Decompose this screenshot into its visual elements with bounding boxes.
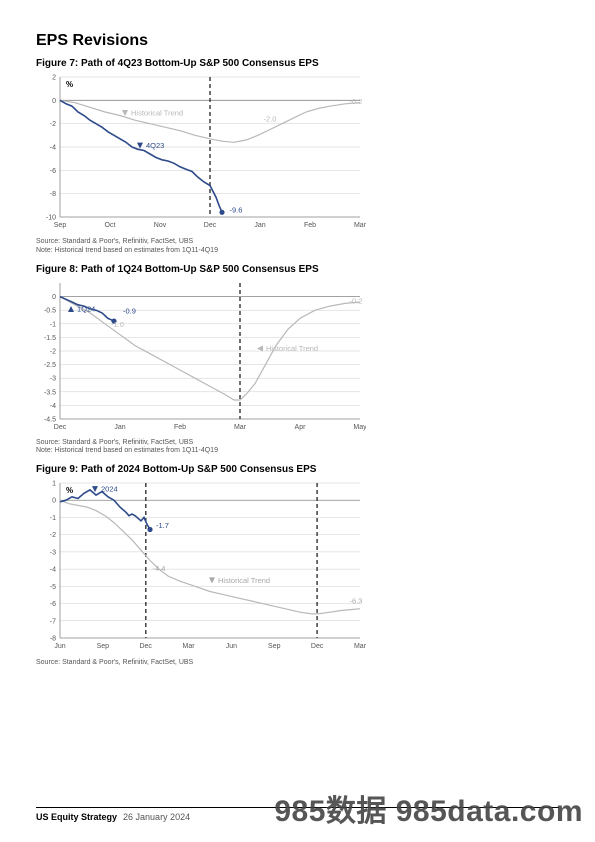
svg-text:Mar: Mar bbox=[183, 643, 196, 650]
svg-text:Feb: Feb bbox=[304, 222, 316, 229]
svg-text:Sep: Sep bbox=[97, 643, 110, 650]
svg-text:-1.5: -1.5 bbox=[44, 334, 56, 341]
svg-text:Mar: Mar bbox=[234, 424, 247, 431]
svg-text:-1.7: -1.7 bbox=[156, 521, 169, 530]
svg-text:Sep: Sep bbox=[54, 222, 67, 229]
svg-text:-0.5: -0.5 bbox=[44, 307, 56, 314]
svg-text:Jun: Jun bbox=[54, 643, 65, 650]
watermark: 985数据 985data.com bbox=[274, 786, 583, 830]
svg-text:-0.9: -0.9 bbox=[123, 306, 136, 315]
svg-text:-4.5: -4.5 bbox=[44, 416, 56, 423]
svg-text:-1: -1 bbox=[50, 321, 56, 328]
section-title: EPS Revisions bbox=[36, 32, 559, 50]
svg-text:Sep: Sep bbox=[268, 643, 281, 650]
svg-text:Mar: Mar bbox=[354, 643, 366, 650]
svg-text:-0.2: -0.2 bbox=[350, 296, 363, 305]
figure-7-source: Source: Standard & Poor's, Refinitiv, Fa… bbox=[36, 238, 366, 247]
svg-text:Apr: Apr bbox=[295, 424, 307, 431]
figure-8-source: Source: Standard & Poor's, Refinitiv, Fa… bbox=[36, 439, 366, 448]
svg-text:Jun: Jun bbox=[226, 643, 237, 650]
svg-text:Dec: Dec bbox=[139, 643, 152, 650]
figure-7-note: Note: Historical trend based on estimate… bbox=[36, 247, 366, 256]
svg-text:May: May bbox=[353, 424, 366, 431]
svg-text:Historical Trend: Historical Trend bbox=[266, 344, 318, 353]
svg-text:Dec: Dec bbox=[311, 643, 324, 650]
svg-text:-1.0: -1.0 bbox=[111, 320, 124, 329]
svg-text:-4: -4 bbox=[50, 145, 56, 152]
svg-text:Historical Trend: Historical Trend bbox=[131, 109, 183, 118]
figure-9: Figure 9: Path of 2024 Bottom-Up S&P 500… bbox=[36, 464, 559, 668]
svg-text:-6.3: -6.3 bbox=[350, 597, 363, 606]
svg-text:-3.5: -3.5 bbox=[44, 389, 56, 396]
svg-text:0: 0 bbox=[52, 294, 56, 301]
svg-text:-6: -6 bbox=[50, 168, 56, 175]
svg-text:-3: -3 bbox=[50, 549, 56, 556]
svg-text:-2.5: -2.5 bbox=[44, 362, 56, 369]
svg-text:-3: -3 bbox=[50, 375, 56, 382]
svg-text:2: 2 bbox=[52, 75, 56, 82]
svg-text:-4: -4 bbox=[50, 402, 56, 409]
svg-text:Feb: Feb bbox=[174, 424, 186, 431]
svg-text:-4: -4 bbox=[50, 567, 56, 574]
svg-text:%: % bbox=[66, 80, 73, 89]
figure-9-title: Figure 9: Path of 2024 Bottom-Up S&P 500… bbox=[36, 464, 559, 475]
figure-7-chart: 2 0 -2 -4 -6 -8 -10Sep Oct Nov Dec Jan Feb Mar% Histo… bbox=[36, 71, 366, 236]
svg-text:Oct: Oct bbox=[105, 222, 116, 229]
svg-text:0: 0 bbox=[52, 498, 56, 505]
svg-text:1Q24: 1Q24 bbox=[77, 304, 95, 313]
svg-text:1: 1 bbox=[52, 481, 56, 488]
svg-text:-9.6: -9.6 bbox=[230, 205, 243, 214]
figure-8: Figure 8: Path of 1Q24 Bottom-Up S&P 500… bbox=[36, 264, 559, 457]
svg-text:-8: -8 bbox=[50, 636, 56, 643]
svg-text:-2.0: -2.0 bbox=[264, 114, 277, 123]
svg-text:-7: -7 bbox=[50, 618, 56, 625]
svg-text:2024: 2024 bbox=[101, 485, 118, 494]
svg-text:Jan: Jan bbox=[114, 424, 125, 431]
svg-text:-8: -8 bbox=[50, 191, 56, 198]
footer-date: 26 January 2024 bbox=[123, 812, 190, 822]
footer-strategy: US Equity Strategy bbox=[36, 812, 117, 822]
svg-text:%: % bbox=[66, 486, 73, 495]
figure-9-source: Source: Standard & Poor's, Refinitiv, Fa… bbox=[36, 659, 366, 668]
svg-text:4Q23: 4Q23 bbox=[146, 141, 164, 150]
svg-text:-2: -2 bbox=[50, 532, 56, 539]
figure-7: Figure 7: Path of 4Q23 Bottom-Up S&P 500… bbox=[36, 58, 559, 256]
svg-text:0: 0 bbox=[52, 98, 56, 105]
svg-text:Dec: Dec bbox=[54, 424, 67, 431]
svg-text:-5: -5 bbox=[50, 584, 56, 591]
svg-text:Jan: Jan bbox=[254, 222, 265, 229]
figure-8-note: Note: Historical trend based on estimate… bbox=[36, 447, 366, 456]
svg-text:-2: -2 bbox=[50, 348, 56, 355]
svg-text:-0.2: -0.2 bbox=[350, 97, 363, 106]
svg-text:-10: -10 bbox=[46, 215, 56, 222]
svg-text:-2: -2 bbox=[50, 121, 56, 128]
svg-text:-1: -1 bbox=[50, 515, 56, 522]
figure-7-title: Figure 7: Path of 4Q23 Bottom-Up S&P 500… bbox=[36, 58, 559, 69]
svg-text:Historical Trend: Historical Trend bbox=[218, 576, 270, 585]
figure-9-chart: 10-1-2-3-4-5-6-7-8JunSepDecMarJunSepDecM… bbox=[36, 477, 366, 657]
svg-text:-4.4: -4.4 bbox=[153, 564, 166, 573]
svg-text:Mar: Mar bbox=[354, 222, 366, 229]
svg-text:Nov: Nov bbox=[154, 222, 167, 229]
figure-8-chart: 0 -0.5 -1 -1.5 -2 -2.5 -3 -3.5 -4 -4.5Dec Jan Feb Ma… bbox=[36, 277, 366, 437]
svg-text:Dec: Dec bbox=[204, 222, 217, 229]
svg-text:-6: -6 bbox=[50, 601, 56, 608]
figure-8-title: Figure 8: Path of 1Q24 Bottom-Up S&P 500… bbox=[36, 264, 559, 275]
